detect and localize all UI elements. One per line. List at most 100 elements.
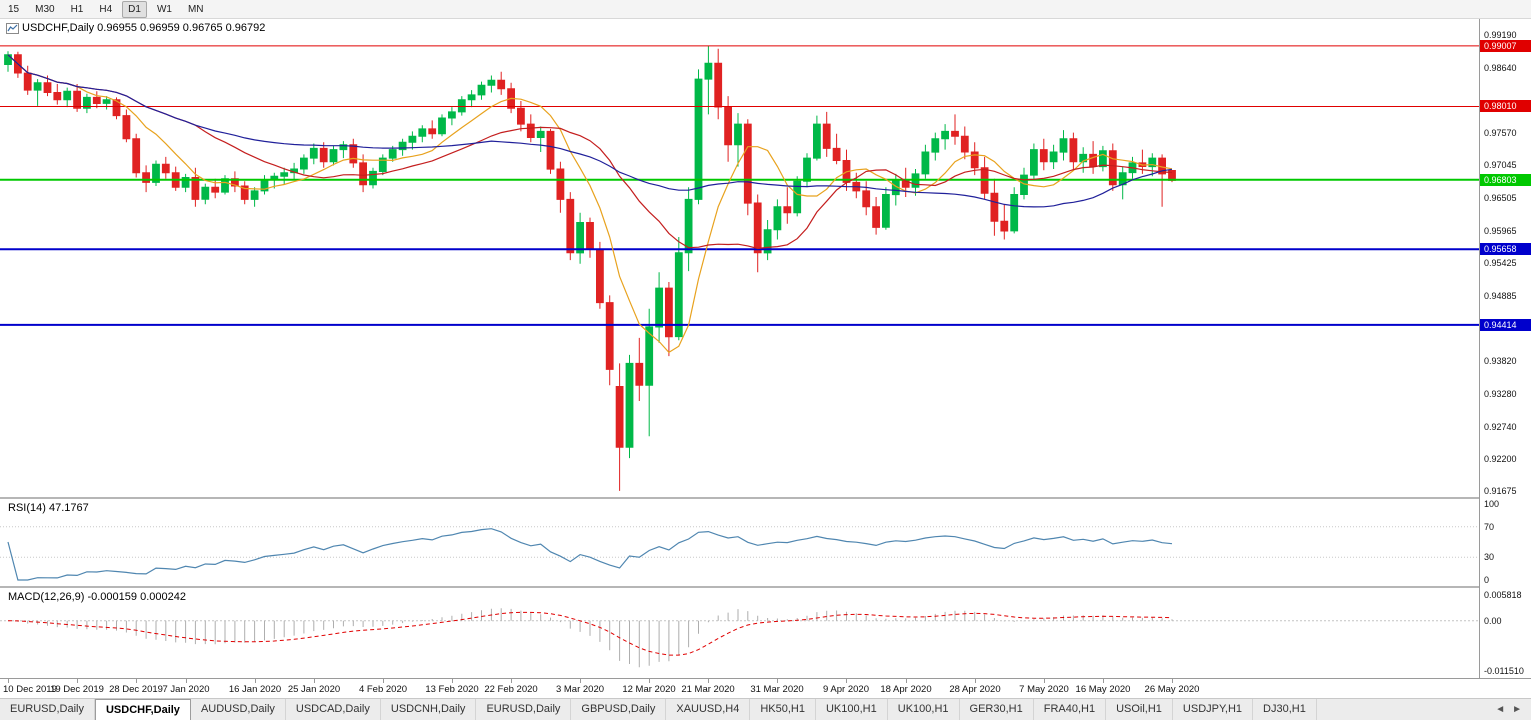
- moving-average-20: [7, 54, 1173, 250]
- price-axis-label: 0.99190: [1484, 29, 1517, 40]
- bull-candle-bodies: [4, 54, 1157, 448]
- price-axis-label: 0.92740: [1484, 421, 1517, 432]
- rsi-axis-label: 30: [1484, 552, 1495, 563]
- price-axis-label: 0.98640: [1484, 63, 1517, 74]
- chart-tab-xauusd-h4[interactable]: XAUUSD,H4: [666, 699, 751, 720]
- chart-tab-ger30-h1[interactable]: GER30,H1: [960, 699, 1034, 720]
- bear-candle-wicks: [17, 48, 1173, 491]
- time-axis-label: 3 Mar 2020: [555, 684, 605, 695]
- price-axis-label: 0.95965: [1484, 225, 1517, 236]
- price-axis-label: 0.96505: [1484, 192, 1517, 203]
- main-chart-panel[interactable]: USDCHF,Daily 0.96955 0.96959 0.96765 0.9…: [0, 19, 1479, 497]
- time-tick: [975, 679, 976, 683]
- macd-signal-line: [7, 611, 1173, 656]
- macd-axis-label: -0.011510: [1484, 666, 1524, 677]
- time-axis-label: 26 May 2020: [1144, 684, 1200, 695]
- time-tick: [8, 679, 9, 683]
- time-axis-label: 7 May 2020: [1019, 684, 1069, 695]
- chart-tab-fra40-h1[interactable]: FRA40,H1: [1034, 699, 1107, 720]
- chart-tab-audusd-daily[interactable]: AUDUSD,Daily: [191, 699, 286, 720]
- time-axis-label: 21 Mar 2020: [681, 684, 735, 695]
- chart-tab-usdcad-daily[interactable]: USDCAD,Daily: [286, 699, 381, 720]
- chart-tab-gbpusd-daily[interactable]: GBPUSD,Daily: [571, 699, 667, 720]
- chart-tab-dj30-h1[interactable]: DJ30,H1: [1253, 699, 1317, 720]
- time-tick: [452, 679, 453, 683]
- timeframe-button-d1[interactable]: D1: [122, 0, 147, 18]
- rsi-axis-label: 100: [1484, 499, 1500, 509]
- time-axis-label: 10 Dec 2019: [3, 684, 57, 695]
- time-tick: [314, 679, 315, 683]
- time-tick: [511, 679, 512, 683]
- chart-tab-eurusd-daily[interactable]: EURUSD,Daily: [0, 699, 95, 720]
- time-tick: [1044, 679, 1045, 683]
- timeframe-button-m30[interactable]: M30: [35, 3, 55, 15]
- time-axis-label: 16 Jan 2020: [228, 684, 282, 695]
- time-axis-label: 4 Feb 2020: [358, 684, 408, 695]
- time-tick: [77, 679, 78, 683]
- time-tick: [255, 679, 256, 683]
- rsi-line: [7, 528, 1173, 581]
- price-axis-label: 0.95425: [1484, 258, 1517, 269]
- time-axis-label: 18 Apr 2020: [880, 684, 932, 695]
- macd-axis-label: 0.00: [1484, 615, 1502, 626]
- macd-axis-label: 0.005818: [1484, 590, 1522, 601]
- time-tick: [186, 679, 187, 683]
- time-axis-label: 7 Jan 2020: [162, 684, 210, 695]
- price-axis-label: 0.97570: [1484, 128, 1517, 139]
- price-axis-label: 0.92200: [1484, 454, 1517, 465]
- hline-price-badge: 0.94414: [1480, 318, 1531, 331]
- rsi-canvas: [0, 499, 1479, 586]
- price-axis[interactable]: 0.99190 0.98640 0.97570 0.97045 0.96505 0.959…: [1479, 19, 1531, 678]
- chart-tab-hk50-h1[interactable]: HK50,H1: [750, 699, 816, 720]
- panel-separator[interactable]: [0, 586, 1531, 588]
- chart-tab-usdchf-daily[interactable]: USDCHF,Daily: [94, 699, 191, 720]
- macd-label: MACD(12,26,9) -0.000159 0.000242: [8, 591, 186, 603]
- rsi-label: RSI(14) 47.1767: [8, 502, 89, 514]
- chart-tab-usdcnh-daily[interactable]: USDCNH,Daily: [381, 699, 477, 720]
- price-axis-label: 0.97045: [1484, 160, 1517, 171]
- chart-tab-usdjpy-h1[interactable]: USDJPY,H1: [1173, 699, 1254, 720]
- moving-average-8: [7, 54, 1173, 354]
- timeframe-button-h1[interactable]: H1: [70, 3, 84, 15]
- time-axis-label: 22 Feb 2020: [484, 684, 538, 695]
- timeframe-button-mn[interactable]: MN: [187, 3, 204, 15]
- time-tick: [777, 679, 778, 683]
- timeframe-button-h4[interactable]: H4: [99, 3, 113, 15]
- time-axis[interactable]: 10 Dec 2019 19 Dec 2019 28 Dec 2019 7 Jan 2…: [0, 678, 1531, 698]
- tab-scroll-right-button[interactable]: ►: [1512, 704, 1522, 715]
- chart-tab-eurusd-daily[interactable]: EURUSD,Daily: [476, 699, 572, 720]
- timeframe-button-w1[interactable]: W1: [156, 3, 172, 15]
- price-axis-label: 0.91675: [1484, 486, 1517, 497]
- time-axis-label: 28 Apr 2020: [949, 684, 1001, 695]
- panel-separator[interactable]: [0, 497, 1531, 499]
- chart-tab-bar: EURUSD,Daily USDCHF,Daily AUDUSD,Daily USDC…: [0, 698, 1531, 720]
- time-axis-label: 16 May 2020: [1075, 684, 1131, 695]
- chart-tab-uk100-h1[interactable]: UK100,H1: [816, 699, 888, 720]
- time-tick: [580, 679, 581, 683]
- time-tick: [649, 679, 650, 683]
- time-axis-label: 25 Jan 2020: [287, 684, 341, 695]
- macd-histogram: [17, 608, 1173, 668]
- tab-scroll-left-button[interactable]: ◄: [1495, 704, 1506, 715]
- time-tick: [1103, 679, 1104, 683]
- time-axis-label: 13 Feb 2020: [425, 684, 479, 695]
- price-axis-label: 0.93820: [1484, 355, 1517, 366]
- time-axis-label: 31 Mar 2020: [750, 684, 804, 695]
- time-tick: [1172, 679, 1173, 683]
- timeframe-button-15[interactable]: 15: [8, 3, 20, 15]
- time-axis-label: 19 Dec 2019: [50, 684, 104, 695]
- tab-scroll-arrows: ◄ ►: [1486, 699, 1531, 720]
- time-tick: [846, 679, 847, 683]
- timeframe-toolbar: 15 M30 H1 H4 D1 W1 MN: [0, 0, 1531, 19]
- macd-panel[interactable]: MACD(12,26,9) -0.000159 0.000242: [0, 588, 1479, 678]
- chart-title: USDCHF,Daily 0.96955 0.96959 0.96765 0.9…: [22, 22, 266, 34]
- price-axis-label: 0.93280: [1484, 388, 1517, 399]
- time-tick: [906, 679, 907, 683]
- time-tick: [383, 679, 384, 683]
- rsi-panel[interactable]: RSI(14) 47.1767: [0, 499, 1479, 586]
- chart-tab-usoil-h1[interactable]: USOil,H1: [1106, 699, 1173, 720]
- main-chart-canvas[interactable]: [0, 19, 1479, 497]
- chart-tab-uk100-h1[interactable]: UK100,H1: [888, 699, 960, 720]
- hline-price-badge: 0.96803: [1480, 173, 1531, 186]
